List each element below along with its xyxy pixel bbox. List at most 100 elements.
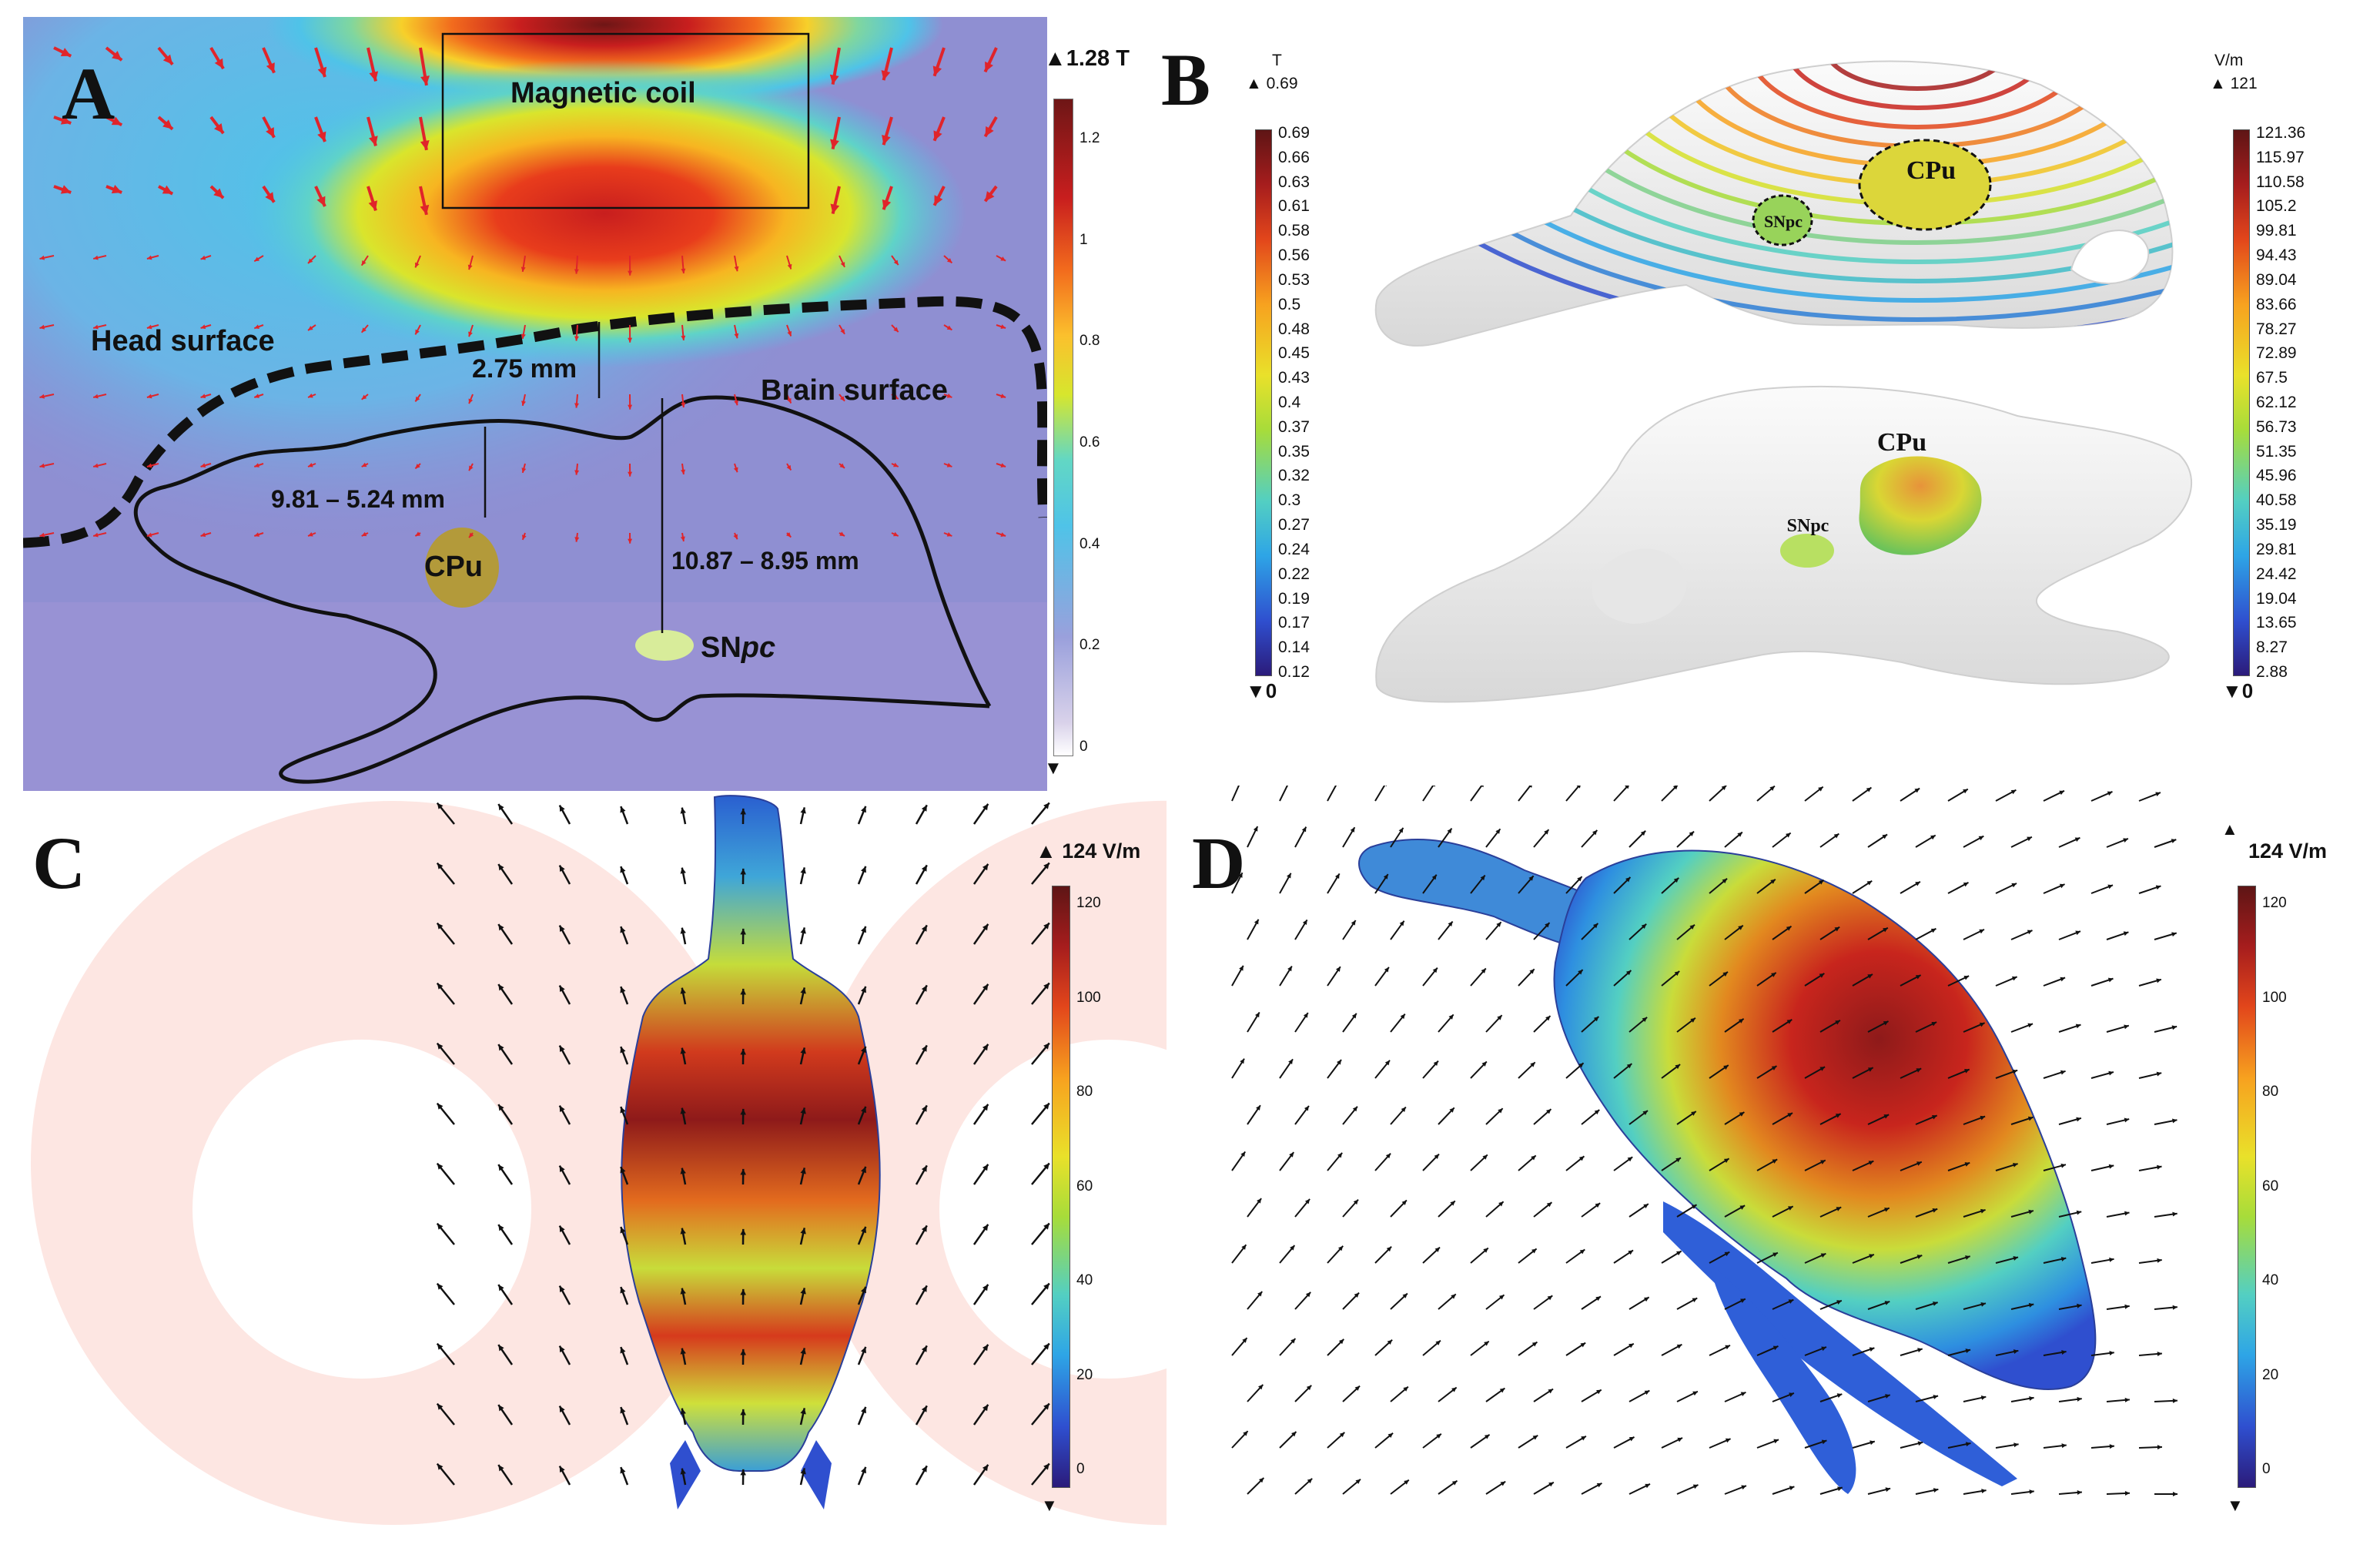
field-arrow-head — [1723, 1158, 1729, 1164]
field-arrow-head — [800, 1408, 806, 1415]
panel-b-right-tick: 62.12 — [2256, 394, 2297, 411]
panel-c-colorbar — [1052, 886, 1070, 1488]
panel-b-right-tick: 2.88 — [2256, 663, 2288, 681]
field-arrow-head — [1338, 1338, 1344, 1345]
field-arrow-head — [830, 139, 839, 149]
snpc-label: SNpc — [701, 632, 776, 664]
field-arrow-head — [317, 131, 326, 142]
panel-d-field-arrows — [1231, 786, 2178, 1497]
panel-a-letter: A — [62, 52, 115, 135]
field-arrow-head — [2171, 1025, 2177, 1030]
field-arrow — [1231, 786, 1240, 802]
field-arrow-head — [498, 1104, 504, 1111]
panel-b-left-tick: 0.12 — [1278, 663, 1310, 681]
field-arrow-head — [2171, 932, 2177, 937]
field-arrow-head — [498, 924, 504, 931]
field-arrow-head — [415, 531, 421, 536]
cpu-label: CPu — [424, 551, 483, 583]
field-arrow-head — [1447, 828, 1452, 834]
panel-b-left-tick: 0.61 — [1278, 197, 1310, 216]
field-arrow-head — [839, 531, 845, 536]
panel-b-right-tick: 78.27 — [2256, 320, 2297, 338]
field-arrow-head — [1289, 1152, 1294, 1158]
field-arrow-head — [800, 987, 806, 994]
field-arrow-head — [2013, 1256, 2019, 1261]
panel-a-colorbar-tick: 0.8 — [1080, 333, 1100, 350]
field-arrow-head — [982, 1464, 989, 1472]
field-arrow-head — [893, 394, 899, 400]
panel-a-colorbar-tick: 1 — [1080, 231, 1088, 248]
field-arrow-head — [680, 1348, 686, 1355]
field-arrow-head — [1722, 878, 1728, 883]
panel-b-left-tick: 0.53 — [1278, 270, 1310, 289]
field-arrow-head — [521, 333, 526, 339]
field-contour — [1438, 61, 2173, 283]
field-arrow-head — [1433, 1060, 1438, 1067]
field-arrow-head — [1579, 1249, 1585, 1255]
field-arrow-head — [1499, 1388, 1505, 1393]
field-arrow-head — [498, 984, 504, 991]
field-arrow-head — [1258, 1477, 1264, 1483]
field-arrow-head — [498, 1164, 504, 1171]
field-arrow-head — [1387, 1339, 1393, 1345]
field-arrow-head — [1547, 1295, 1553, 1301]
field-arrow-head — [1448, 1014, 1454, 1020]
field-arrow-head — [1484, 1434, 1490, 1439]
field-arrow-head — [559, 985, 565, 992]
field-arrow-head — [1596, 1389, 1602, 1395]
field-arrow-head — [2060, 1163, 2066, 1168]
field-arrow-head — [1043, 1343, 1049, 1350]
panel-b-right-tick: 110.58 — [2256, 173, 2305, 191]
field-arrow-head — [1979, 929, 1984, 934]
field-arrow-head — [1788, 1206, 1793, 1211]
field-arrow-head — [308, 531, 313, 537]
magnetic-coil-label: Magnetic coil — [510, 77, 696, 109]
field-arrow-head — [1306, 1385, 1312, 1391]
field-arrow-head — [146, 532, 152, 538]
field-arrow-head — [1643, 1297, 1649, 1302]
field-arrow-head — [1740, 1392, 1746, 1397]
panel-b-right-tick: 89.04 — [2256, 270, 2297, 289]
field-arrow-head — [437, 863, 444, 869]
field-arrow-head — [1339, 1432, 1345, 1438]
field-arrow-head — [146, 463, 152, 468]
field-arrow-head — [93, 255, 99, 260]
field-arrow-head — [1642, 1111, 1649, 1116]
field-arrow-head — [2028, 1209, 2034, 1215]
field-arrow-head — [1592, 829, 1598, 836]
field-arrow-head — [620, 1047, 626, 1054]
field-arrow-head — [861, 986, 866, 993]
field-arrow-head — [1883, 1020, 1889, 1026]
field-arrow-head — [1963, 789, 1968, 794]
field-arrow-head — [254, 256, 259, 262]
field-arrow-head — [1288, 1059, 1294, 1064]
field-arrow-head — [2059, 790, 2064, 796]
field-arrow-head — [1531, 1155, 1536, 1161]
field-arrow-head — [1772, 1252, 1778, 1258]
field-arrow-head — [1451, 1480, 1458, 1486]
field-arrow-head — [2013, 1442, 2019, 1448]
panel-c-colorbar-tick: 100 — [1076, 989, 1101, 1006]
field-arrow-head — [1642, 1017, 1648, 1023]
panel-d-colorbar-max-arrow: ▲ — [2221, 819, 2238, 839]
field-arrow-head — [787, 330, 792, 337]
field-arrow-head — [1337, 1245, 1344, 1251]
field-arrow-head — [1692, 1391, 1698, 1396]
field-arrow-head — [1691, 1111, 1696, 1116]
panel-b-right-tick: 56.73 — [2256, 417, 2297, 436]
field-arrow-head — [1451, 1387, 1457, 1392]
field-arrow-head — [2171, 1118, 2177, 1124]
field-arrow-head — [1336, 967, 1341, 972]
field-arrow-head — [1676, 1344, 1682, 1349]
field-arrow-head — [146, 324, 152, 330]
field-arrow-head — [1644, 1390, 1650, 1395]
field-arrow-head — [1691, 1204, 1697, 1209]
field-arrow-head — [559, 925, 565, 932]
field-arrow-head — [2077, 1303, 2082, 1308]
field-arrow-head — [1431, 874, 1437, 880]
field-arrow-head — [800, 1168, 806, 1174]
field-arrow-head — [254, 463, 259, 467]
field-contour — [1375, 61, 2173, 322]
field-arrow-head — [1385, 1153, 1391, 1159]
left-coil-ring — [31, 801, 755, 1525]
